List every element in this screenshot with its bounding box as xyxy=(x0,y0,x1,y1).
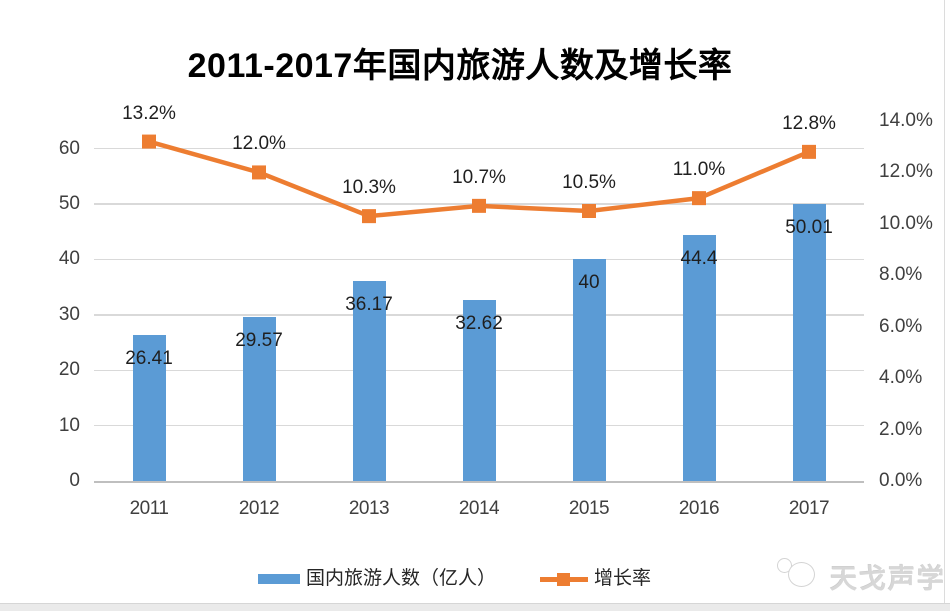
line-data-label: 10.5% xyxy=(562,172,616,193)
gridline xyxy=(94,258,864,261)
line-marker-icon xyxy=(252,165,266,180)
left-axis-tick-label: 20 xyxy=(58,359,80,381)
legend-bar-swatch xyxy=(258,574,300,584)
legend-label-bars: 国内旅游人数（亿人） xyxy=(306,568,497,589)
plot-area: 26.41 29.57 36.17 32.62 40 44.4 50.01 13.2% 12.0… xyxy=(94,103,864,483)
x-axis-tick-label: 2014 xyxy=(458,498,500,519)
right-axis-tick-label: 0.0% xyxy=(879,470,923,491)
left-axis-tick-label: 0 xyxy=(69,470,80,491)
legend-line-swatch xyxy=(540,572,588,586)
bar xyxy=(132,334,166,481)
bar xyxy=(242,317,276,481)
legend-line-marker-icon xyxy=(557,572,570,586)
line-data-label: 11.0% xyxy=(672,159,726,181)
line-marker-icon xyxy=(472,198,486,213)
line-data-label: 10.7% xyxy=(452,166,506,188)
chart-title: 2011-2017年国内旅游人数及增长率 xyxy=(187,47,733,85)
image-bottom-strip xyxy=(0,603,950,611)
x-axis-tick-label: 2015 xyxy=(568,498,610,519)
line-marker-icon xyxy=(582,204,596,218)
line-marker-icon xyxy=(142,134,156,149)
right-axis-tick-label: 4.0% xyxy=(879,367,923,389)
right-axis-tick-label: 12.0% xyxy=(879,161,933,183)
x-axis-tick-label: 2016 xyxy=(678,498,720,519)
left-axis-tick-label: 50 xyxy=(58,193,80,215)
growth-rate-line xyxy=(142,134,816,224)
bar xyxy=(462,300,496,481)
x-axis-line xyxy=(94,481,864,483)
left-axis-tick-label: 30 xyxy=(58,303,80,325)
right-axis-tick-label: 2.0% xyxy=(879,418,923,440)
bar-data-label: 36.17 xyxy=(345,293,393,315)
bar xyxy=(792,204,826,481)
bar-data-label: 29.57 xyxy=(235,330,283,352)
x-axis-tick-label: 2012 xyxy=(238,498,280,519)
line-marker-icon xyxy=(802,144,816,159)
bar xyxy=(352,280,386,481)
left-axis-tick-label: 10 xyxy=(58,414,80,436)
bar-data-label: 40 xyxy=(578,272,600,294)
right-axis-tick-label: 14.0% xyxy=(879,110,933,131)
line-data-label: 12.0% xyxy=(232,133,286,155)
line-marker-icon xyxy=(362,209,376,224)
left-axis-tick-label: 60 xyxy=(58,137,80,159)
right-axis-tick-label: 6.0% xyxy=(879,315,923,337)
x-axis-tick-label: 2013 xyxy=(348,498,390,519)
bar xyxy=(682,235,716,481)
watermark-text: 天戈声学 xyxy=(830,564,946,594)
image-right-border xyxy=(944,0,945,603)
bar-data-label: 44.4 xyxy=(680,248,718,270)
line-marker-icon xyxy=(692,191,706,206)
bar-data-label: 32.62 xyxy=(455,313,503,335)
left-axis-tick-label: 40 xyxy=(58,248,80,270)
bar-data-label: 50.01 xyxy=(785,217,833,239)
bar xyxy=(572,259,606,481)
line-data-label: 12.8% xyxy=(782,112,836,134)
x-axis-tick-label: 2017 xyxy=(788,498,830,519)
chat-bubbles-logo-icon xyxy=(776,557,822,589)
legend-label-line: 增长率 xyxy=(594,568,652,589)
right-axis-tick-label: 10.0% xyxy=(879,212,933,234)
line-data-label: 10.3% xyxy=(342,177,396,199)
bar-data-label: 26.41 xyxy=(125,347,173,369)
right-axis-tick-label: 8.0% xyxy=(879,264,923,286)
x-axis-tick-label: 2011 xyxy=(129,498,169,519)
line-data-label: 13.2% xyxy=(122,102,176,124)
gridline xyxy=(94,147,864,150)
